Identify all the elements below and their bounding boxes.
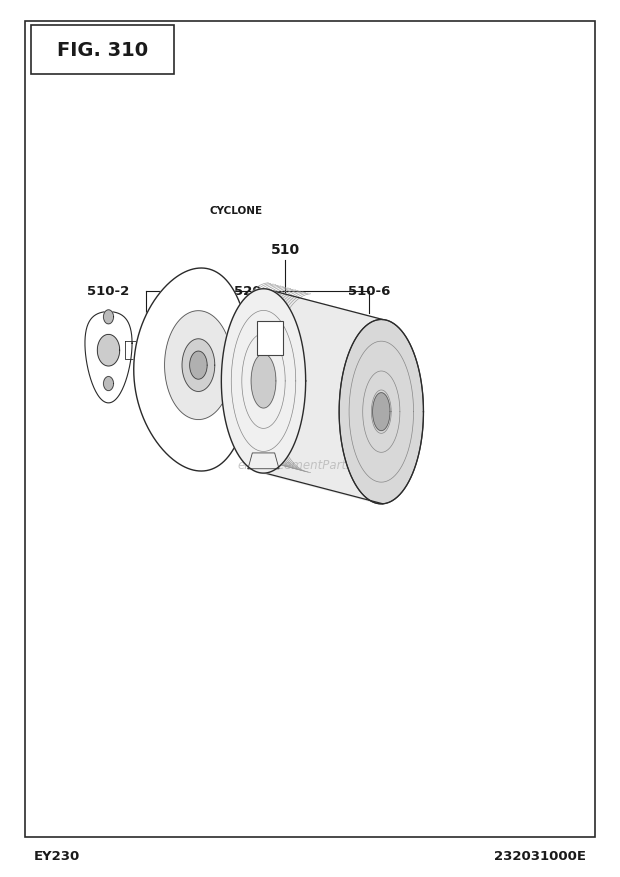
Polygon shape (190, 352, 207, 380)
Bar (257, 322, 283, 355)
Text: 510: 510 (271, 243, 299, 257)
Polygon shape (85, 312, 132, 403)
Polygon shape (221, 289, 380, 504)
Polygon shape (125, 342, 139, 360)
Polygon shape (182, 339, 215, 392)
Polygon shape (373, 393, 390, 431)
Text: EY230: EY230 (34, 849, 81, 861)
Polygon shape (339, 320, 423, 504)
Text: eReplacementParts.com: eReplacementParts.com (238, 459, 382, 471)
Polygon shape (221, 289, 306, 474)
Text: 510-6: 510-6 (348, 285, 390, 297)
Bar (31, 26, 174, 75)
Text: 520: 520 (234, 285, 262, 297)
Text: 232031000E: 232031000E (494, 849, 586, 861)
Text: CYCLONE: CYCLONE (209, 205, 262, 216)
Polygon shape (134, 268, 250, 472)
Text: FIG. 310: FIG. 310 (57, 41, 148, 60)
Text: 510-2: 510-2 (87, 285, 130, 297)
Polygon shape (248, 453, 279, 469)
Polygon shape (97, 335, 120, 367)
Polygon shape (164, 311, 232, 420)
Polygon shape (104, 310, 113, 324)
Polygon shape (265, 289, 423, 504)
Polygon shape (251, 354, 276, 409)
Polygon shape (104, 377, 113, 391)
